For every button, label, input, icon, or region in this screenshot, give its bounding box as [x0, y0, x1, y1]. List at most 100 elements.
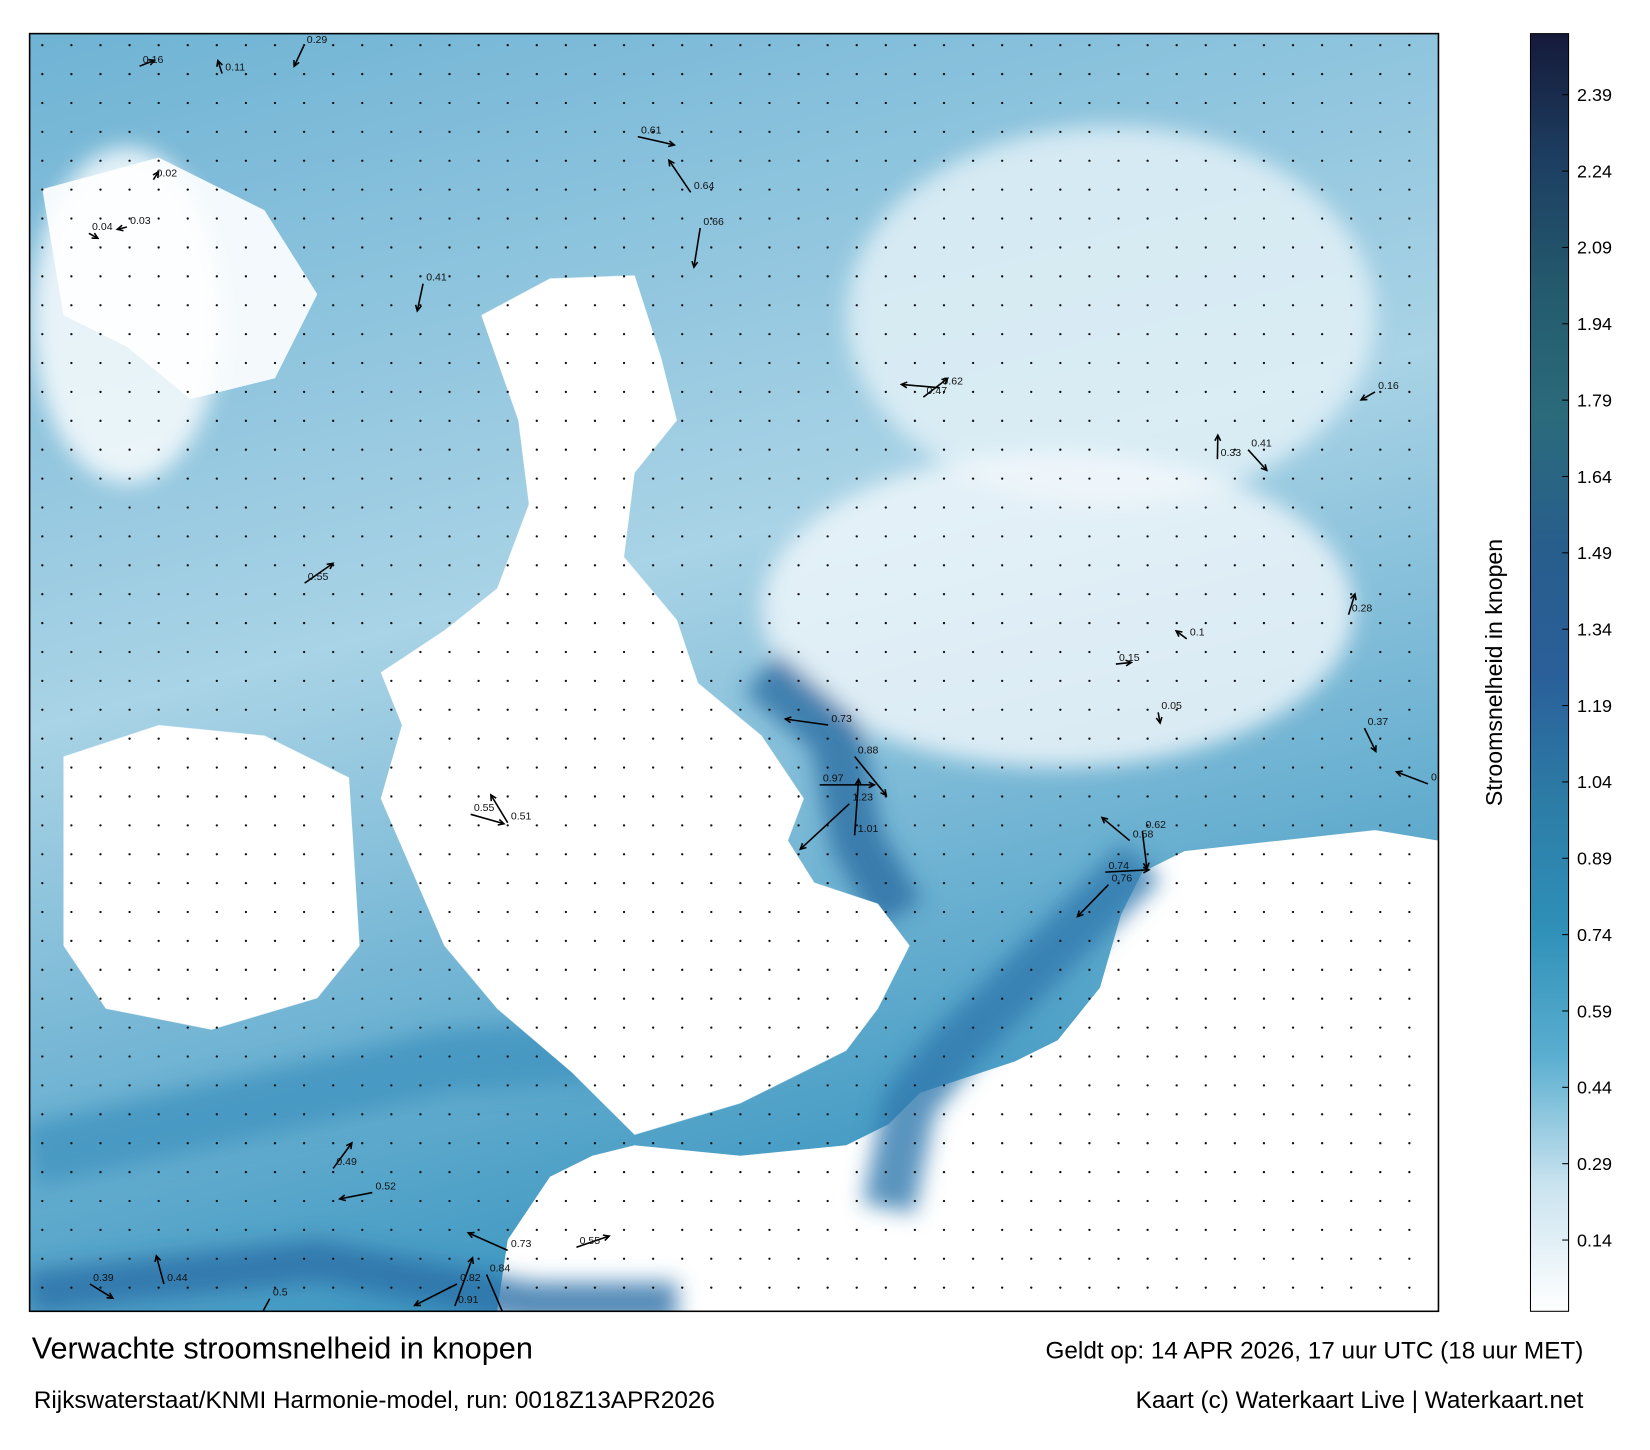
grid-dot	[913, 910, 917, 914]
grid-dot	[1233, 853, 1237, 856]
grid-dot	[564, 737, 568, 740]
grid-dot	[564, 275, 568, 278]
grid-dot	[1262, 968, 1266, 971]
grid-dot	[361, 1055, 364, 1058]
grid-dot	[855, 564, 858, 567]
grid-dot	[913, 997, 917, 1000]
speed-label: 0.44	[167, 1272, 188, 1284]
grid-dot	[1117, 448, 1120, 451]
grid-dot	[971, 390, 975, 394]
grid-dot	[884, 1026, 887, 1029]
grid-dot	[419, 1286, 422, 1289]
grid-dot	[1059, 708, 1062, 711]
grid-dot	[128, 275, 131, 278]
grid-dot	[244, 101, 248, 105]
grid-dot	[1146, 448, 1149, 451]
grid-dot	[651, 939, 655, 943]
grid-dot	[1001, 1170, 1004, 1174]
grid-dot	[739, 304, 742, 307]
grid-dot	[622, 795, 626, 798]
grid-dot	[1088, 1142, 1091, 1145]
grid-dot	[1262, 72, 1266, 76]
grid-dot	[1262, 535, 1266, 538]
grid-dot	[419, 332, 422, 336]
colorbar-tick-label: 0.14	[1577, 1230, 1612, 1250]
grid-dot	[942, 1113, 946, 1116]
grid-dot	[797, 650, 800, 654]
grid-dot	[564, 506, 568, 509]
grid-dot	[826, 188, 829, 191]
grid-dot	[1117, 1142, 1120, 1145]
grid-dot	[593, 910, 597, 914]
grid-dot	[332, 968, 335, 971]
grid-dot	[1001, 1257, 1004, 1260]
grid-dot	[913, 275, 917, 278]
grid-dot	[564, 708, 568, 711]
grid-dot	[41, 448, 44, 451]
grid-dot	[942, 737, 946, 740]
speed-label: 1.01	[858, 823, 879, 835]
grid-dot	[942, 217, 946, 220]
grid-dot	[1088, 535, 1091, 538]
grid-dot	[1379, 44, 1382, 47]
grid-dot	[855, 390, 858, 394]
current-arrow	[1141, 831, 1148, 869]
grid-dot	[215, 390, 218, 394]
grid-dot	[622, 130, 626, 134]
grid-dot	[244, 650, 248, 654]
grid-dot	[506, 130, 509, 134]
grid-dot	[564, 1228, 568, 1232]
grid-dot	[157, 130, 160, 134]
grid-dot	[535, 1084, 538, 1087]
grid-dot	[332, 795, 335, 798]
grid-dot	[710, 304, 713, 307]
grid-dot	[1059, 477, 1062, 480]
grid-dot	[681, 304, 684, 307]
grid-dot	[1320, 593, 1324, 596]
grid-dot	[739, 853, 742, 856]
grid-dot	[1001, 939, 1004, 943]
grid-dot	[128, 1286, 131, 1289]
grid-dot	[681, 824, 684, 827]
grid-dot	[128, 1257, 131, 1260]
grid-dot	[157, 304, 160, 307]
grid-dot	[273, 1286, 277, 1289]
grid-dot	[797, 853, 800, 856]
grid-dot	[1262, 1257, 1266, 1260]
grid-dot	[1291, 130, 1295, 134]
grid-dot	[535, 44, 538, 47]
grid-dot	[1001, 275, 1004, 278]
grid-dot	[1379, 564, 1382, 567]
grid-dot	[448, 853, 451, 856]
grid-dot	[1088, 332, 1091, 336]
grid-dot	[1408, 997, 1411, 1000]
grid-dot	[1291, 361, 1295, 365]
grid-dot	[1001, 1286, 1004, 1289]
grid-dot	[1175, 564, 1178, 567]
grid-dot	[1262, 910, 1266, 914]
grid-dot	[1408, 217, 1411, 220]
grid-dot	[1233, 1113, 1237, 1116]
grid-dot	[1233, 275, 1237, 278]
current-arrow	[339, 1191, 373, 1200]
speed-label: 0.16	[143, 54, 164, 66]
grid-dot	[1379, 708, 1382, 711]
grid-dot	[41, 101, 44, 105]
grid-dot	[1262, 795, 1266, 798]
grid-dot	[506, 564, 509, 567]
arrow-head	[854, 777, 862, 786]
grid-dot	[1233, 506, 1237, 509]
grid-dot	[651, 910, 655, 914]
grid-dot	[681, 390, 684, 394]
grid-dot	[477, 679, 480, 683]
grid-dot	[739, 621, 742, 625]
grid-dot	[332, 939, 335, 943]
grid-dot	[99, 361, 102, 365]
grid-dot	[390, 1142, 393, 1145]
grid-dot	[1262, 275, 1266, 278]
grid-dot	[506, 535, 509, 538]
grid-dot	[826, 535, 829, 538]
grid-dot	[361, 621, 364, 625]
grid-dot	[41, 1084, 44, 1087]
grid-dot	[1030, 1170, 1033, 1174]
